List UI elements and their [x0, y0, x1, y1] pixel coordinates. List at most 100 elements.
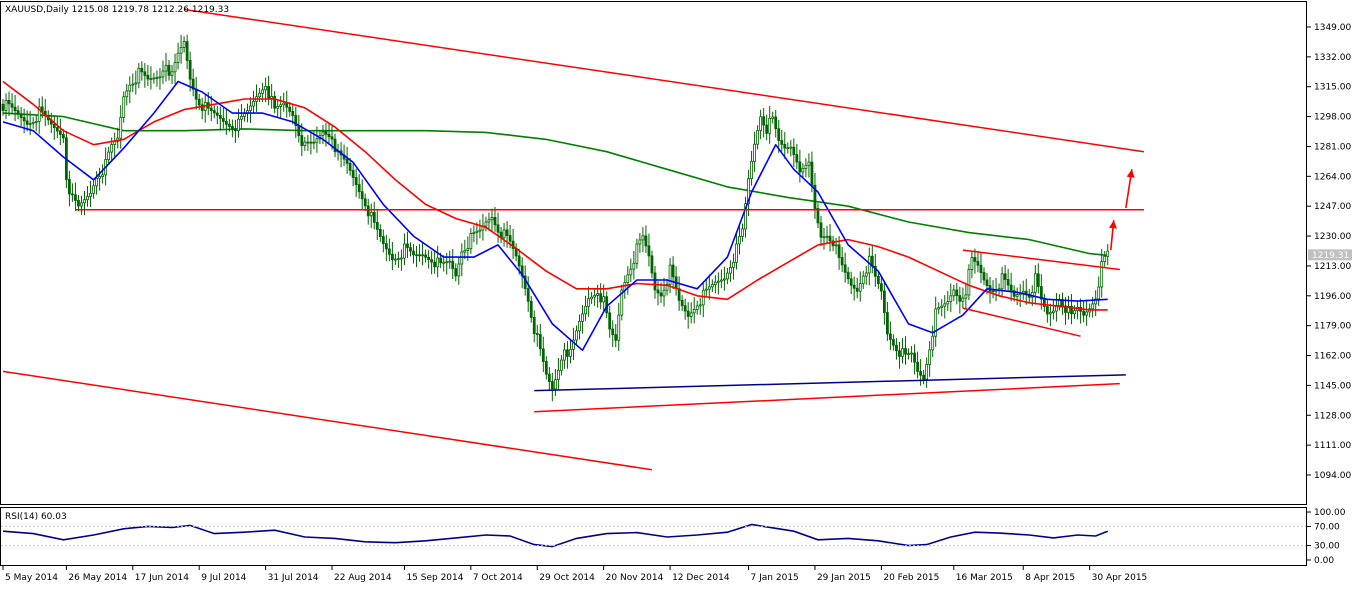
candle-body [237, 118, 240, 132]
candle-body [976, 260, 980, 266]
candle-body [4, 99, 8, 111]
candle-body [946, 301, 950, 305]
candle-body [52, 123, 56, 128]
candle-body [209, 107, 213, 111]
candle-body [128, 84, 132, 92]
candle-body [212, 110, 216, 114]
candle-body [460, 251, 464, 265]
candle-body [221, 117, 225, 122]
candle-body [858, 283, 862, 292]
candle-body [928, 349, 932, 365]
candle-body [140, 67, 144, 73]
candle-body [92, 185, 95, 194]
candle-body [403, 243, 406, 259]
candle-body [475, 230, 479, 233]
y-tick-label: 1213.00 [1314, 262, 1351, 272]
candle-body [101, 174, 105, 177]
ma-fast-line [2, 80, 1108, 352]
y-tick-label: 1315.00 [1314, 83, 1351, 93]
candle-body [961, 297, 965, 302]
candle-body [463, 249, 467, 253]
trendlines-layer [2, 8, 1145, 471]
candle-body [80, 202, 83, 207]
candle-body [922, 374, 926, 380]
candle-body [427, 256, 430, 261]
candle-body [13, 106, 17, 112]
y-tick-label: 1145.00 [1314, 381, 1351, 391]
candle-body [249, 105, 252, 112]
candle-body [267, 85, 271, 99]
candle-body [375, 221, 379, 230]
candle-body [701, 289, 705, 306]
candle-body [297, 125, 301, 136]
candle-body [834, 244, 838, 247]
candle-body [472, 231, 476, 234]
x-tick-label: 22 Aug 2014 [334, 573, 392, 583]
candle-body [173, 62, 177, 73]
ma-slow-layer [2, 112, 1108, 257]
candle-body [602, 296, 606, 303]
candle-body [777, 128, 781, 141]
x-tick-label: 20 Feb 2015 [883, 573, 939, 583]
candle-body [738, 236, 741, 245]
candle-body [155, 77, 159, 79]
candle-body [321, 131, 325, 136]
y-tick-label: 1128.00 [1314, 411, 1351, 421]
candle-body [406, 243, 409, 248]
candle-body [282, 102, 286, 106]
candle-body [19, 113, 23, 118]
candle-body [1073, 310, 1076, 315]
candle-body [608, 312, 612, 330]
candle-body [424, 254, 427, 258]
candle-body [294, 115, 298, 126]
candle-body [1100, 261, 1104, 288]
candle-body [970, 257, 974, 270]
candle-body [176, 52, 180, 63]
candle-body [442, 261, 446, 264]
x-tick-label: 20 Nov 2014 [606, 573, 664, 583]
candle-body [390, 253, 394, 261]
candle-body [273, 95, 277, 109]
candle-body [55, 127, 59, 132]
y-tick-label: 1162.00 [1314, 352, 1351, 362]
current-price-tag: 1219.31 [1308, 249, 1352, 261]
candle-body [122, 96, 126, 118]
candle-body [182, 41, 186, 48]
candle-body [659, 292, 663, 297]
candle-body [1048, 312, 1052, 315]
candle-body [662, 289, 666, 297]
candle-body [723, 278, 726, 281]
candle-body [943, 303, 947, 307]
candle-body [324, 131, 328, 135]
candle-body [825, 235, 829, 238]
candle-body [741, 228, 744, 237]
candle-body [578, 321, 581, 332]
candle-body [910, 352, 913, 355]
candle-body [617, 314, 621, 341]
candle-body [898, 350, 901, 357]
candle-body [716, 280, 720, 283]
candle-body [958, 295, 962, 302]
candle-body [439, 257, 443, 264]
candle-body [252, 100, 255, 107]
candle-body [828, 235, 832, 242]
x-axis: 5 May 2014 26 May 2014 17 Jun 2014 9 Jul 20… [2, 566, 1147, 583]
candle-body [873, 265, 877, 277]
x-tick-label: 7 Oct 2014 [473, 573, 523, 583]
candle-body [783, 143, 787, 149]
candle-body [161, 70, 165, 78]
candle-body [393, 258, 397, 261]
candle-body [665, 283, 669, 291]
candle-body [756, 130, 760, 145]
candle-body [170, 71, 174, 76]
candle-body [490, 217, 494, 221]
candle-body [372, 211, 376, 223]
candle-body [164, 64, 168, 72]
candle-body [560, 359, 563, 371]
candle-body [234, 128, 237, 132]
candle-body [276, 106, 280, 109]
candle-body [526, 288, 530, 302]
x-tick-label: 15 Sep 2014 [406, 573, 463, 583]
